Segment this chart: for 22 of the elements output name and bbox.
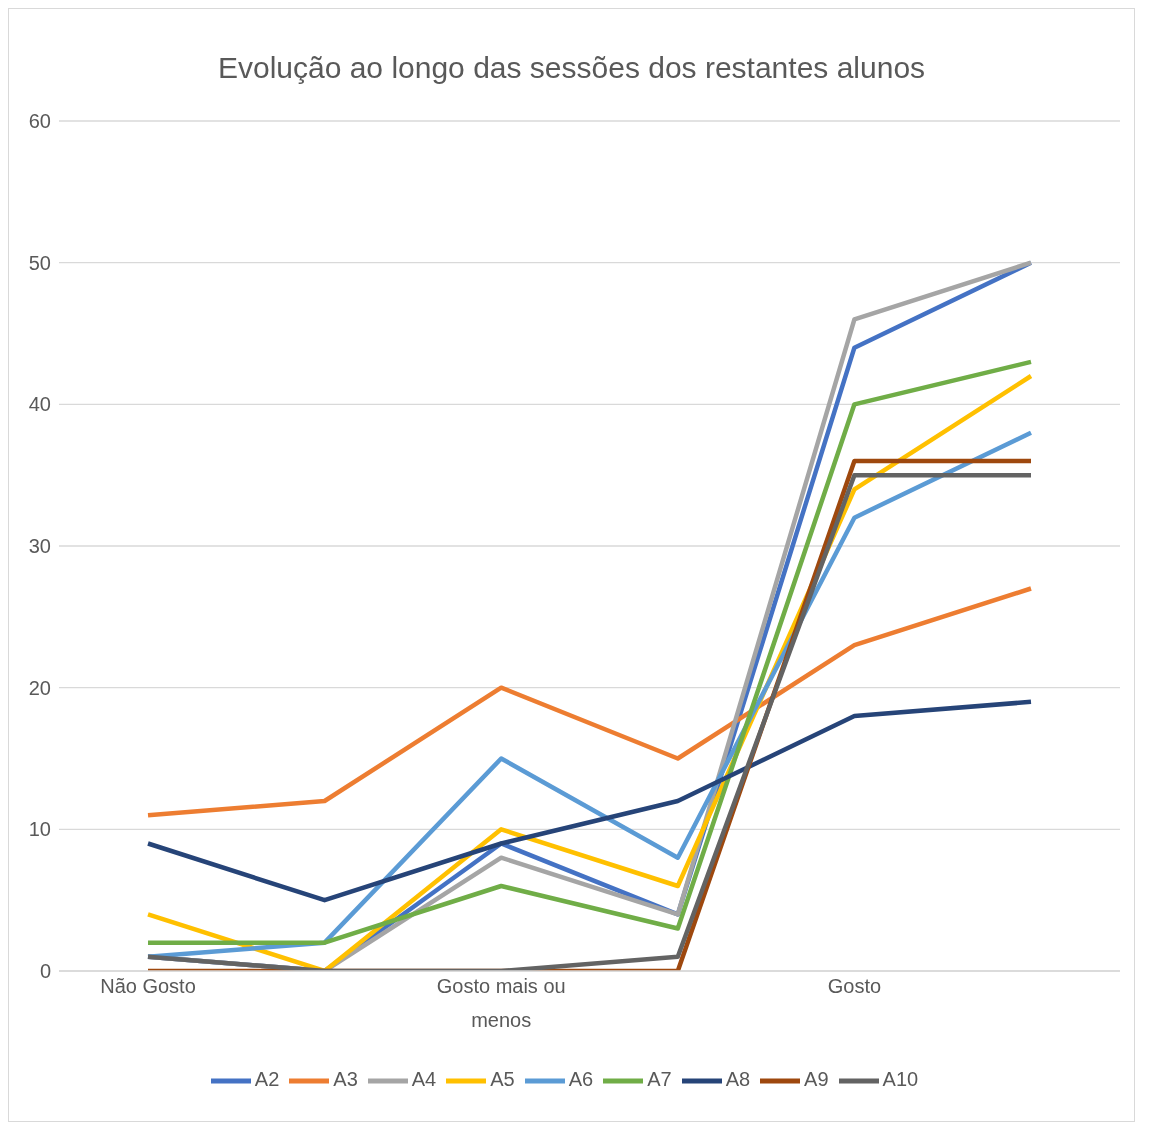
chart-title: Evolução ao longo das sessões dos restantes alunos — [216, 50, 927, 86]
y-tick-label: 0 — [39, 960, 51, 983]
legend-label: A10 — [882, 1068, 919, 1091]
legend-label: A6 — [568, 1068, 594, 1091]
y-tick-label: 60 — [28, 110, 51, 133]
x-tick-label: Gosto mais ou menos — [436, 975, 566, 1031]
y-tick-label: 20 — [28, 676, 51, 699]
y-tick-label: 40 — [28, 393, 51, 416]
line-series — [145, 586, 1034, 818]
x-tick-label: Gosto — [827, 975, 882, 997]
legend-label: A2 — [254, 1068, 280, 1091]
legend-label: A5 — [490, 1068, 515, 1091]
legend-label: A7 — [647, 1068, 672, 1091]
y-tick-label: 50 — [28, 251, 51, 274]
x-tick-label: Não Gosto — [100, 975, 196, 997]
legend-label: A4 — [411, 1068, 437, 1091]
y-tick-label: 30 — [28, 535, 51, 558]
legend-label: A8 — [725, 1068, 751, 1091]
y-tick-label: 10 — [28, 818, 51, 841]
line-series — [145, 699, 1034, 903]
legend-label: A9 — [804, 1068, 829, 1091]
legend-label: A3 — [333, 1068, 358, 1091]
